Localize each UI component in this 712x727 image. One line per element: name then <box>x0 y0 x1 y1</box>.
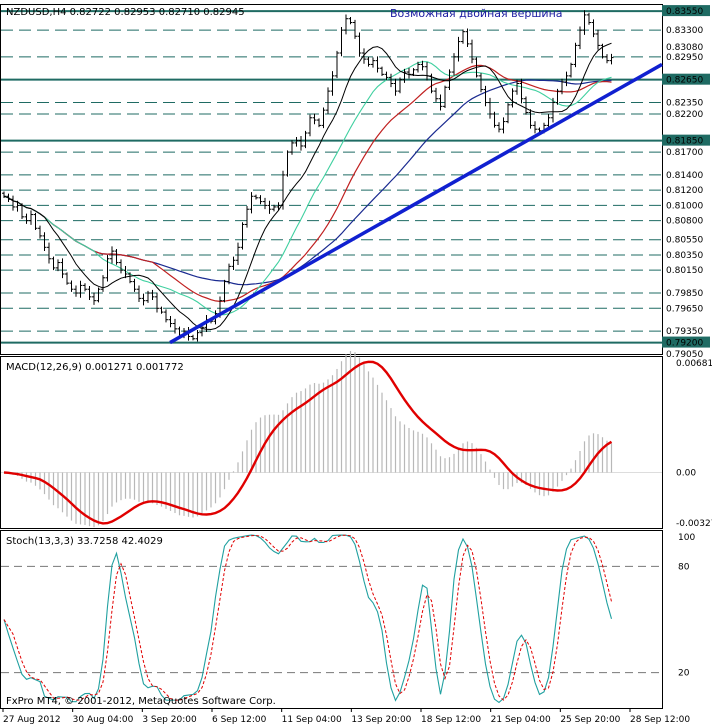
macd-tick-label: 0.00 <box>676 469 696 479</box>
price-tick-label: 0.79650 <box>666 304 703 314</box>
price-tick-label: 0.81850 <box>666 137 703 147</box>
time-tick-label: 30 Aug 04:00 <box>73 715 134 725</box>
macd-axis: 0.00681 0.00 -0.00327 <box>1 359 712 529</box>
moving-averages <box>3 42 612 331</box>
price-tick-label: 0.81700 <box>666 148 703 158</box>
price-tag-bg <box>662 336 710 348</box>
price-tick-label: 0.83550 <box>666 7 703 17</box>
price-level-lines <box>1 10 662 344</box>
time-tick-label: 18 Sep 12:00 <box>421 715 481 725</box>
price-tick-label: 0.79350 <box>666 327 703 337</box>
pattern-annotation: Возможная двойная вершина <box>390 7 563 20</box>
stoch-panel-frame <box>0 530 663 709</box>
price-tick-label: 0.82350 <box>666 99 703 109</box>
price-tick-label: 0.80800 <box>666 217 703 227</box>
time-axis: 27 Aug 2012 30 Aug 04:00 3 Sep 20:00 6 Sep … <box>2 708 690 725</box>
price-tick-label: 0.79050 <box>666 350 703 360</box>
price-panel-frame <box>0 4 663 355</box>
trend-line[interactable] <box>169 62 663 345</box>
stoch-tick-label: 100 <box>678 533 695 543</box>
macd-histogram <box>7 351 613 528</box>
macd-label: MACD(12,26,9) 0.001271 0.001772 <box>6 362 184 373</box>
price-tick-label: 0.81000 <box>666 201 703 211</box>
time-tick-label: 3 Sep 20:00 <box>142 715 197 725</box>
stoch-tick-label: 20 <box>678 669 690 679</box>
price-tick-label: 0.81200 <box>666 186 703 196</box>
price-tag-bg <box>662 5 710 17</box>
time-tick-label: 28 Sep 12:00 <box>630 715 690 725</box>
macd-tick-label: 0.00681 <box>676 359 712 369</box>
ma-red-line <box>3 64 612 303</box>
price-tick-label: 0.80150 <box>666 266 703 276</box>
price-tick-label: 0.80350 <box>666 251 703 261</box>
price-tick-label: 0.81400 <box>666 171 703 181</box>
ma-mid-line <box>3 61 612 316</box>
ma-fast-line <box>3 42 612 331</box>
stoch-signal-line <box>3 534 612 701</box>
price-tick-label: 0.82950 <box>666 53 703 63</box>
stoch-main-line <box>3 534 613 704</box>
stoch-tick-label: 80 <box>678 562 690 572</box>
price-tick-label: 0.83080 <box>666 43 703 53</box>
macd-tick-label: -0.00327 <box>676 519 712 529</box>
time-tick-label: 21 Sep 04:00 <box>491 715 551 725</box>
time-tick-label: 6 Sep 12:00 <box>212 715 267 725</box>
time-tick-label: 11 Sep 04:00 <box>282 715 342 725</box>
time-tick-label: 25 Sep 20:00 <box>560 715 620 725</box>
price-tick-label: 0.79200 <box>666 339 703 349</box>
copyright-text: FxPro MT4, © 2001-2012, MetaQuotes Softw… <box>6 696 276 707</box>
price-tick-label: 0.82650 <box>666 76 703 86</box>
time-tick-label: 13 Sep 20:00 <box>351 715 411 725</box>
stoch-label: Stoch(13,3,3) 33.7258 42.4029 <box>6 536 163 547</box>
price-tag-bg <box>662 73 710 85</box>
price-tick-label: 0.80550 <box>666 236 703 246</box>
price-tag-bg <box>662 134 710 146</box>
macd-signal-line <box>3 360 613 525</box>
price-tick-label: 0.82200 <box>666 110 703 120</box>
macd-panel-frame <box>0 356 663 529</box>
price-tick-label: 0.79850 <box>666 289 703 299</box>
symbol-info: NZDUSD,H4 0.82722 0.82953 0.82710 0.8294… <box>6 7 245 18</box>
price-tick-label: 0.83300 <box>666 26 703 36</box>
stoch-axis: 100 80 20 <box>1 533 695 679</box>
ma-slow-line <box>3 79 612 286</box>
price-bars <box>2 10 614 342</box>
time-tick-label: 27 Aug 2012 <box>3 715 61 725</box>
